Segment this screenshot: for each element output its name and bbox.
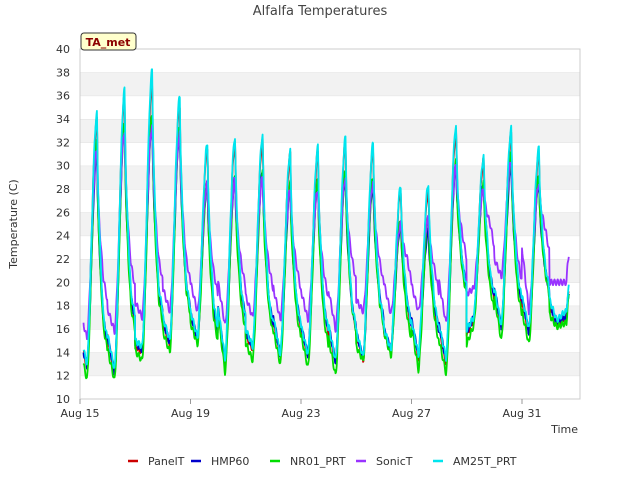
grid-band xyxy=(80,95,580,119)
y-axis-ticks: 10 12 14 16 18 20 22 24 26 28 30 32 34 36 38 40 xyxy=(56,43,70,406)
grid-band xyxy=(80,352,580,376)
y-tick-label: 20 xyxy=(56,276,70,289)
x-tick-label: Aug 31 xyxy=(502,407,541,420)
x-axis-label: Time xyxy=(550,423,578,436)
y-tick-label: 28 xyxy=(56,183,70,196)
legend-label: AM25T_PRT xyxy=(453,455,517,468)
plot-frame xyxy=(79,48,581,400)
y-tick-label: 36 xyxy=(56,90,70,103)
y-tick-label: 14 xyxy=(56,346,70,359)
y-tick-label: 18 xyxy=(56,300,70,313)
legend-label: NR01_PRT xyxy=(290,455,346,468)
grid-band xyxy=(80,282,580,306)
x-axis-ticks: Aug 15 Aug 19 Aug 23 Aug 27 Aug 31 xyxy=(61,399,541,420)
y-tick-label: 12 xyxy=(56,370,70,383)
legend: PanelT HMP60 NR01_PRT SonicT AM25T_PRT xyxy=(128,455,517,468)
legend-label: SonicT xyxy=(376,455,413,468)
series-line-am25t-prt xyxy=(82,68,570,369)
series-line-sonict xyxy=(82,124,570,340)
y-tick-label: 24 xyxy=(56,230,70,243)
legend-label: HMP60 xyxy=(211,455,249,468)
grid-band xyxy=(80,142,580,166)
y-axis-label: Temperature (C) xyxy=(7,179,20,269)
ta-met-badge: TA_met xyxy=(80,32,137,51)
grid-band xyxy=(80,119,580,143)
ta-met-badge-label: TA_met xyxy=(86,36,131,49)
y-tick-label: 32 xyxy=(56,136,70,149)
y-tick-label: 26 xyxy=(56,206,70,219)
y-tick-label: 38 xyxy=(56,66,70,79)
y-tick-label: 30 xyxy=(56,160,70,173)
y-tick-label: 22 xyxy=(56,253,70,266)
series-layer xyxy=(82,68,570,380)
series-line-nr01-prt xyxy=(82,115,570,380)
chart-title: Alfalfa Temperatures xyxy=(253,4,388,19)
y-tick-label: 16 xyxy=(56,323,70,336)
grid-band xyxy=(80,375,580,399)
grid-band xyxy=(80,49,580,73)
legend-label: PanelT xyxy=(148,455,185,468)
grid-band xyxy=(80,72,580,96)
y-tick-label: 40 xyxy=(56,43,70,56)
x-tick-label: Aug 23 xyxy=(282,407,321,420)
x-tick-label: Aug 27 xyxy=(392,407,431,420)
grid-band xyxy=(80,235,580,259)
grid-band xyxy=(80,259,580,283)
y-tick-label: 34 xyxy=(56,113,70,126)
x-tick-label: Aug 15 xyxy=(61,407,100,420)
x-tick-label: Aug 19 xyxy=(171,407,210,420)
grid-band xyxy=(80,305,580,329)
y-tick-label: 10 xyxy=(56,393,70,406)
